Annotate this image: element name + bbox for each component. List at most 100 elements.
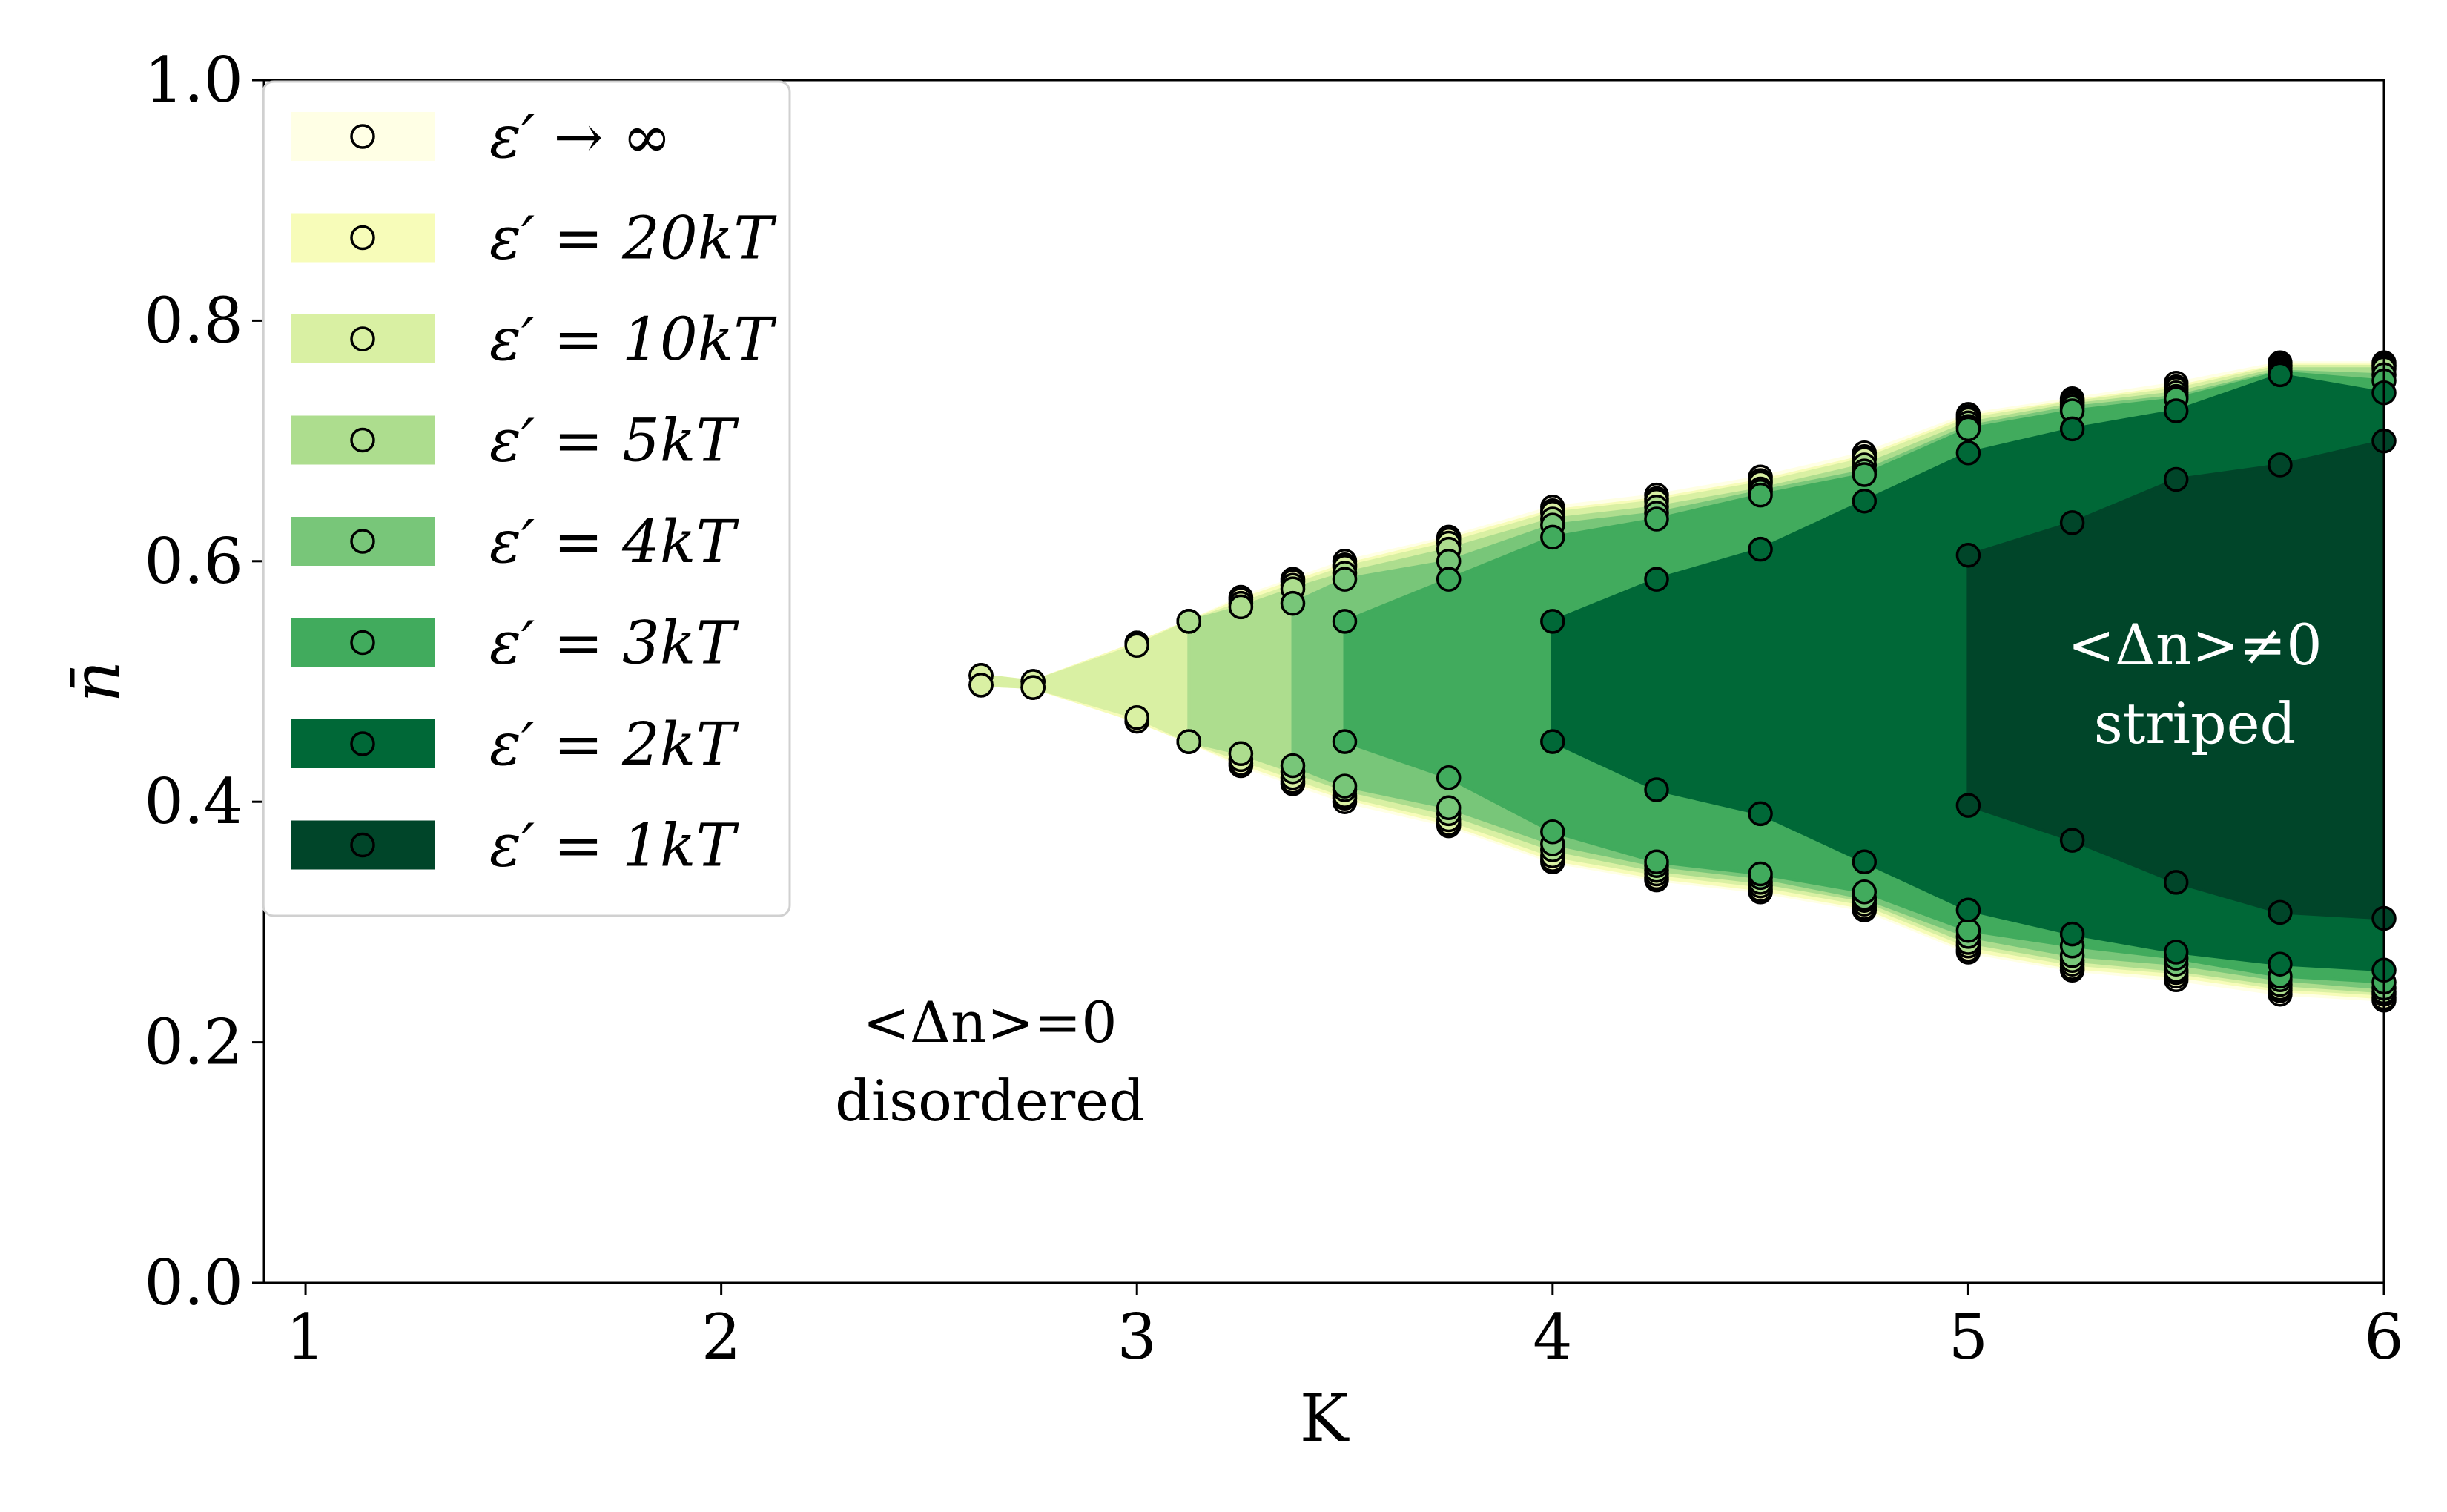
legend-entry: ε′ = 3kT <box>291 609 739 678</box>
data-point <box>1332 567 1358 592</box>
data-point <box>2163 466 2189 492</box>
legend-label: ε′ = 20kT <box>489 204 777 273</box>
data-point <box>1852 488 1878 514</box>
data-point <box>968 673 994 698</box>
phase-regions <box>980 361 2385 1002</box>
data-point <box>1436 795 1462 821</box>
legend-entry: ε′ = 2kT <box>291 710 739 779</box>
data-point <box>2268 951 2293 977</box>
data-point <box>1955 793 1981 818</box>
legend-label: ε′ = 3kT <box>489 609 739 678</box>
legend-label: ε′ = 4kT <box>489 507 739 576</box>
data-point <box>1540 524 1565 550</box>
data-point <box>1955 416 1981 442</box>
legend-marker <box>350 832 375 858</box>
y-tick-label: 0.6 <box>144 525 243 598</box>
data-point <box>1436 765 1462 790</box>
data-point <box>1852 879 1878 905</box>
data-point <box>2059 510 2085 535</box>
data-point <box>1280 753 1306 779</box>
y-axis-ticks: 0.0 0.2 0.4 0.6 0.8 1.0 <box>144 44 264 1319</box>
annotation-disordered-line: <Δn>=0 <box>862 989 1117 1055</box>
legend-marker <box>350 124 375 149</box>
legend: ε′ → ∞ ε′ = 20kT ε′ = 10kT ε′ = 5kT ε′ = 4kT… <box>262 80 791 917</box>
data-point <box>1748 801 1773 827</box>
legend-marker <box>350 630 375 656</box>
y-tick-label: 0.0 <box>144 1247 243 1319</box>
data-point <box>1644 506 1669 532</box>
data-point <box>1852 462 1878 487</box>
data-point <box>2268 452 2293 478</box>
legend-entry: ε′ = 1kT <box>291 811 739 880</box>
data-point <box>1176 609 1202 634</box>
y-tick-label: 0.2 <box>144 1006 243 1079</box>
data-point <box>2059 416 2085 442</box>
legend-box <box>262 80 791 917</box>
legend-marker <box>350 529 375 554</box>
data-point <box>1332 609 1358 634</box>
x-tick-label: 5 <box>1949 1301 1988 1373</box>
legend-marker <box>350 326 375 351</box>
data-point <box>1436 567 1462 592</box>
data-point <box>1228 741 1254 767</box>
data-point <box>1124 704 1149 730</box>
data-point <box>1124 633 1149 658</box>
legend-label: ε′ = 1kT <box>489 811 739 880</box>
data-point <box>2268 899 2293 925</box>
legend-marker <box>350 731 375 756</box>
data-point <box>1748 861 1773 887</box>
legend-marker <box>350 427 375 453</box>
legend-label: ε′ → ∞ <box>489 102 672 171</box>
data-point <box>1332 729 1358 754</box>
data-point <box>2163 940 2189 965</box>
y-tick-label: 0.4 <box>144 765 243 838</box>
data-point <box>2059 921 2085 947</box>
annotation-disordered-line: disordered <box>835 1068 1145 1134</box>
data-point <box>1644 777 1669 802</box>
y-tick-label: 0.8 <box>144 284 243 357</box>
y-tick-label: 1.0 <box>144 44 243 116</box>
x-tick-label: 6 <box>2364 1301 2403 1373</box>
legend-marker <box>350 225 375 251</box>
x-tick-label: 2 <box>701 1301 741 1373</box>
data-point <box>1332 773 1358 799</box>
data-point <box>1748 536 1773 562</box>
data-point <box>1540 729 1565 754</box>
data-point <box>2163 870 2189 895</box>
legend-entry: ε′ = 4kT <box>291 507 739 576</box>
region-annotations: <Δn>=0 disordered <Δn>≠0 striped <box>835 612 2322 1134</box>
data-point <box>2059 828 2085 853</box>
data-point <box>1955 897 1981 922</box>
data-point <box>1852 849 1878 875</box>
legend-label: ε′ = 10kT <box>489 305 777 374</box>
x-tick-label: 3 <box>1117 1301 1157 1373</box>
x-axis-ticks: 1 2 3 4 5 6 <box>285 1283 2404 1373</box>
x-axis-label: K <box>1300 1380 1350 1456</box>
data-point <box>1540 609 1565 634</box>
legend-label: ε′ = 2kT <box>489 710 739 779</box>
data-point <box>1228 594 1254 620</box>
data-point <box>1540 819 1565 845</box>
x-tick-label: 4 <box>1533 1301 1572 1373</box>
data-point <box>1644 849 1669 875</box>
legend-entry: ε′ = 10kT <box>291 305 777 374</box>
x-tick-label: 1 <box>285 1301 325 1373</box>
legend-entry: ε′ = 5kT <box>291 406 739 475</box>
data-markers <box>968 350 2397 1013</box>
data-point <box>1955 918 1981 943</box>
annotation-striped-line: striped <box>2094 690 2296 756</box>
legend-entry: ε′ → ∞ <box>291 102 672 171</box>
data-point <box>1955 542 1981 568</box>
y-axis-label: n̄ <box>58 661 134 703</box>
data-point <box>1955 440 1981 466</box>
data-point <box>1280 590 1306 616</box>
annotation-striped-line: <Δn>≠0 <box>2067 612 2322 678</box>
legend-entry: ε′ = 20kT <box>291 204 777 273</box>
legend-label: ε′ = 5kT <box>489 406 739 475</box>
data-point <box>1176 729 1202 754</box>
data-point <box>1748 482 1773 508</box>
data-point <box>2268 362 2293 388</box>
data-point <box>1020 675 1046 700</box>
data-point <box>2163 398 2189 423</box>
